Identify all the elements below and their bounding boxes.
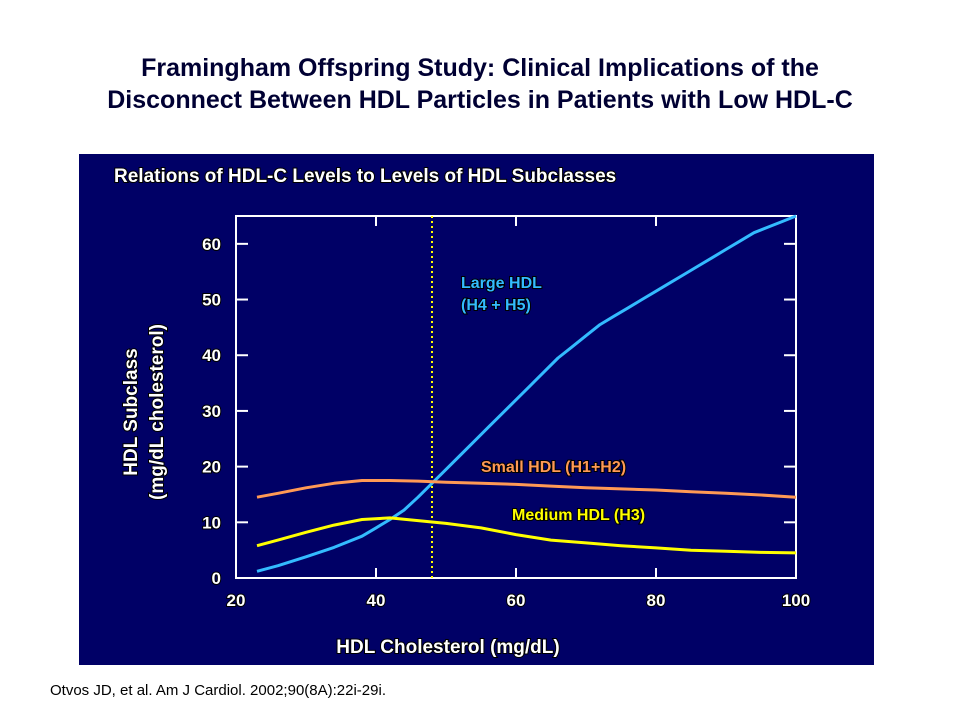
hdl-subclass-chart: Relations of HDL-C Levels to Levels of H… xyxy=(113,165,811,659)
y-tick-label: 20 xyxy=(202,458,221,477)
slide-title: Framingham Offspring Study: Clinical Imp… xyxy=(0,52,960,116)
y-axis-label-group: HDL Subclass (mg/dL cholesterol) xyxy=(120,323,169,501)
chart-title: Relations of HDL-C Levels to Levels of H… xyxy=(114,166,616,187)
x-tick-label: 80 xyxy=(647,591,666,610)
series-line-medium-hdl xyxy=(256,516,797,555)
y-tick-label: 50 xyxy=(202,291,221,310)
series-label-small-hdl: Small HDL (H1+H2) xyxy=(481,459,626,476)
series-line-small-hdl xyxy=(256,479,797,499)
y-tick-label: 60 xyxy=(202,235,221,254)
citation: Otvos JD, et al. Am J Cardiol. 2002;90(8… xyxy=(50,682,386,699)
y-tick-label: 10 xyxy=(202,513,221,532)
y-tick-label: 0 xyxy=(212,569,221,588)
series-label-large-hdl: (H4 + H5) xyxy=(461,297,531,314)
x-axis-label: HDL Cholesterol (mg/dL) xyxy=(336,637,559,658)
x-tick-label: 100 xyxy=(782,591,810,610)
y-tick-label: 40 xyxy=(202,346,221,365)
x-tick-label: 40 xyxy=(367,591,386,610)
x-tick-label: 20 xyxy=(227,591,246,610)
slide-title-line-2: Disconnect Between HDL Particles in Pati… xyxy=(107,86,853,114)
plot-area: 0 10 20 30 40 50 60 20 40 60 80 100 Large HDL (H4 + H… xyxy=(201,214,811,611)
y-axis-unit-label: (mg/dL cholesterol) xyxy=(147,324,168,500)
series-label-medium-hdl: Medium HDL (H3) xyxy=(512,507,645,524)
slide-title-line-1: Framingham Offspring Study: Clinical Imp… xyxy=(141,54,819,82)
y-tick-label: 30 xyxy=(202,402,221,421)
x-tick-label: 60 xyxy=(507,591,526,610)
y-axis-label: HDL Subclass xyxy=(121,348,142,475)
series-line-large-hdl xyxy=(256,214,797,573)
series-label-large-hdl: Large HDL xyxy=(461,275,542,292)
